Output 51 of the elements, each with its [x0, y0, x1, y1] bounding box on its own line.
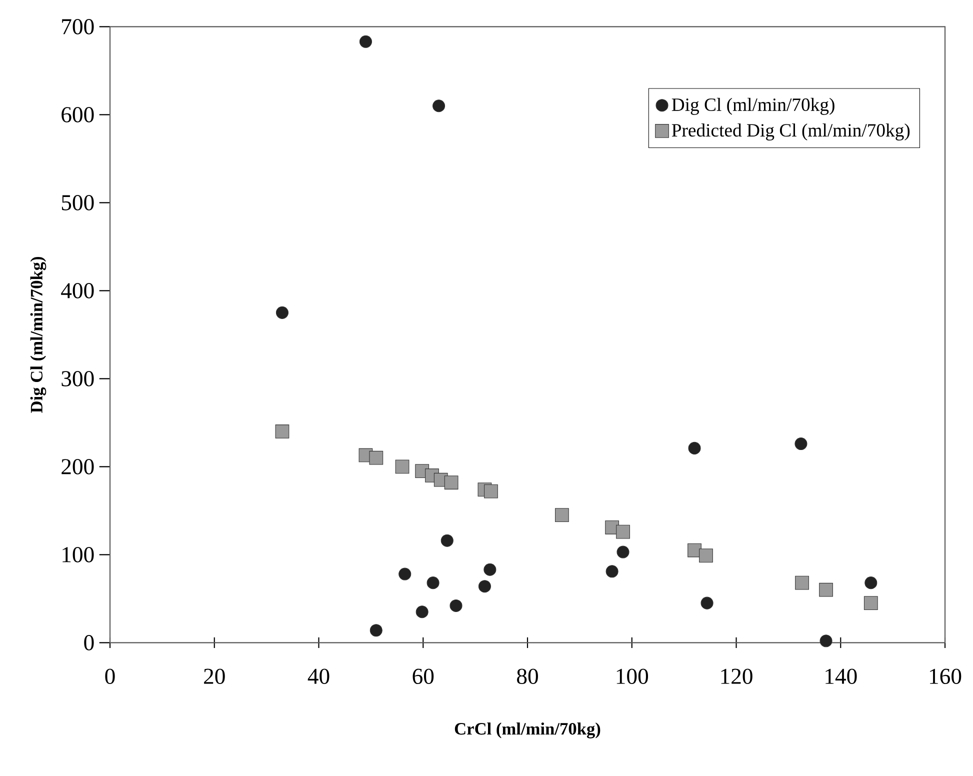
y-tick-label: 100	[62, 547, 94, 562]
x-tick-label: 0	[105, 668, 115, 684]
point	[444, 476, 458, 490]
y-tick-label: 200	[62, 459, 94, 474]
point	[478, 580, 491, 593]
point	[688, 543, 702, 558]
point	[606, 565, 618, 578]
y-tick-label: 700	[62, 19, 94, 34]
x-tick-label: 120	[721, 668, 752, 684]
x-tick-label: 80	[517, 668, 538, 684]
legend-label: Dig Cl (ml/min/70kg)	[672, 98, 834, 115]
point	[359, 35, 372, 48]
x-tick-label: 60	[412, 668, 434, 684]
x-tick-label: 100	[616, 668, 648, 684]
x-axis-title: CrCl (ml/min/70kg)	[454, 722, 600, 738]
point	[794, 438, 808, 450]
point	[864, 576, 878, 590]
x-tick-label: 140	[826, 668, 857, 684]
point	[616, 524, 630, 539]
x-tick-label: 20	[204, 668, 225, 684]
point	[370, 624, 382, 637]
point	[484, 563, 496, 576]
point	[440, 534, 454, 547]
point	[795, 576, 809, 590]
y-tick-label: 600	[62, 107, 94, 122]
point	[484, 484, 498, 498]
point	[426, 576, 440, 590]
x-tick-label: 160	[930, 668, 962, 684]
point	[416, 606, 428, 618]
point	[395, 460, 410, 474]
point	[864, 596, 878, 610]
point	[275, 424, 290, 438]
point	[616, 546, 630, 558]
y-tick-label: 500	[62, 195, 94, 210]
x-tick-label: 40	[308, 668, 330, 684]
point	[700, 596, 714, 610]
point	[555, 508, 569, 522]
point	[450, 599, 462, 612]
y-axis-title: Dig Cl (ml/min/70kg)	[30, 256, 46, 413]
point	[820, 634, 832, 648]
point	[398, 568, 412, 580]
legend-label: Predicted Dig Cl (ml/min/70kg)	[672, 123, 910, 140]
y-tick-label: 300	[62, 371, 94, 386]
point	[276, 306, 288, 319]
point	[699, 548, 713, 562]
y-tick-label: 400	[61, 283, 94, 298]
point	[819, 582, 833, 597]
point	[688, 442, 701, 454]
point	[432, 100, 446, 112]
y-tick-label: 0	[84, 635, 94, 650]
point	[369, 450, 384, 465]
